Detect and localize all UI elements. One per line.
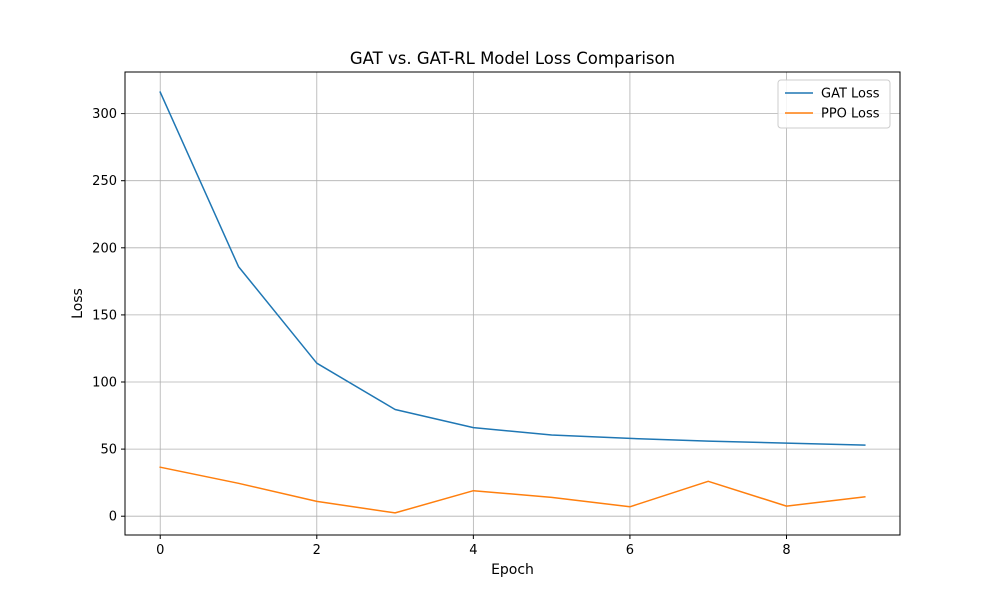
- y-tick-label: 50: [100, 443, 117, 458]
- series-line-2: [159, 466, 866, 514]
- y-tick-label: 300: [92, 107, 117, 122]
- x-tick-label: 6: [626, 543, 634, 558]
- legend-label-2: PPO Loss: [821, 107, 880, 122]
- y-tick-label: 150: [92, 308, 117, 323]
- plot-frame: [124, 71, 901, 536]
- x-tick-label: 0: [156, 543, 164, 558]
- legend-box: [777, 79, 891, 129]
- y-tick-label: 0: [109, 510, 117, 525]
- series-line-1: [159, 91, 866, 446]
- grid: [125, 72, 900, 535]
- x-tick-label: 2: [313, 543, 321, 558]
- ticks: 0 2 4 6 8 0 50 100 150 200 250 300: [92, 107, 790, 558]
- x-tick-label: 4: [469, 543, 477, 558]
- y-axis-label: Loss: [70, 288, 86, 319]
- legend-label-1: GAT Loss: [821, 87, 880, 102]
- legend: GAT Loss PPO Loss: [777, 79, 891, 129]
- chart-title: GAT vs. GAT-RL Model Loss Comparison: [350, 49, 675, 68]
- series-group: [159, 91, 866, 514]
- y-tick-label: 200: [92, 241, 117, 256]
- x-tick-label: 8: [782, 543, 790, 558]
- x-axis-label: Epoch: [491, 562, 534, 578]
- y-tick-label: 250: [92, 174, 117, 189]
- y-tick-label: 100: [92, 376, 117, 391]
